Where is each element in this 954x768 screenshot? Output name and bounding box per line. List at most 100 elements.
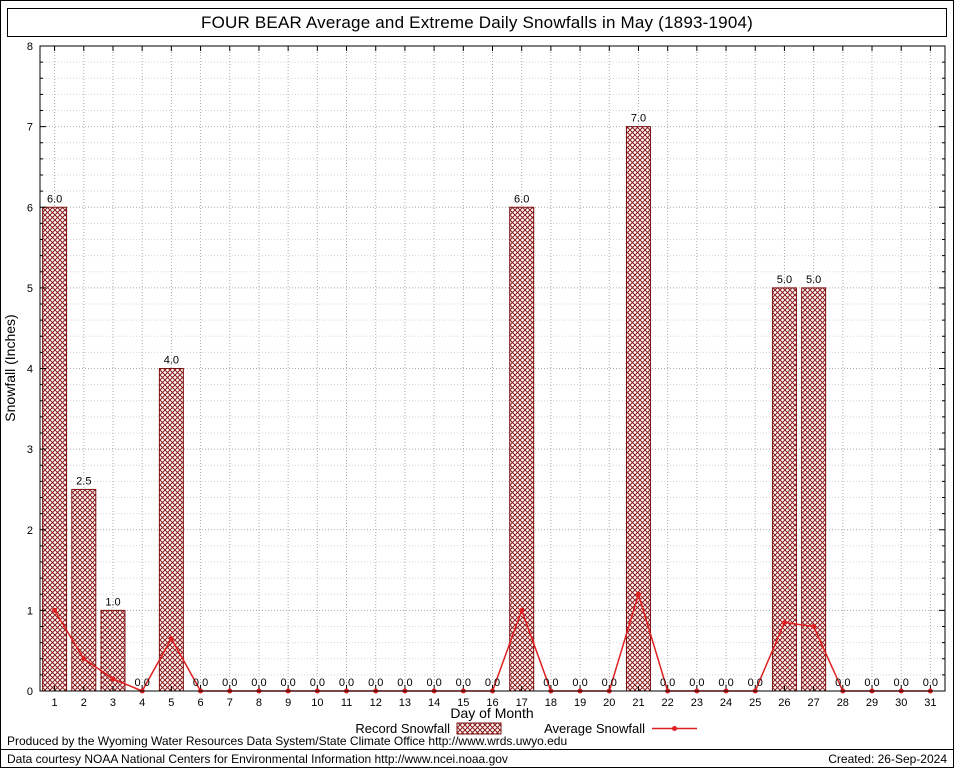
record-snowfall-bars [42,126,827,692]
y-tick-label-8: 8 [27,41,33,53]
bar-label-day-2: 2.5 [76,475,91,487]
bar-label-day-27: 5.0 [806,274,821,286]
x-tick-label-6: 6 [198,697,204,709]
tick-labels: 1 2 3 4 5 6 7 8 9 10 11 12 13 14 15 16 17 18 19 20 21 22 23 24 2… [27,41,937,709]
x-tick-label-25: 25 [749,697,761,709]
x-tick-label-15: 15 [457,697,469,709]
bar-value-labels: 6.0 2.5 1.0 0.0 4.0 0.0 0.0 0.0 0.0 0.0 0.0 0.0 0.0 0… [47,113,938,689]
average-point-day-17 [519,607,525,613]
bar-label-day-4: 0.0 [135,677,150,689]
bar-label-day-7: 0.0 [222,677,237,689]
x-tick-label-23: 23 [691,697,703,709]
average-point-day-5 [168,636,174,642]
bar-day-1 [42,206,68,692]
bar-label-day-24: 0.0 [718,677,733,689]
x-tick-label-10: 10 [311,697,323,709]
y-axis-title: Snowfall (Inches) [2,314,18,421]
x-tick-label-13: 13 [399,697,411,709]
x-axis-title: Day of Month [450,705,533,721]
bar-day-27 [801,287,827,692]
plot-border [39,45,946,692]
average-point-day-2 [81,656,87,662]
bar-label-day-14: 0.0 [426,677,441,689]
bar-label-day-6: 0.0 [193,677,208,689]
x-tick-label-17: 17 [516,697,528,709]
x-tick-label-27: 27 [808,697,820,709]
bar-day-26 [771,287,797,692]
bar-day-5 [158,368,184,692]
bar-label-day-13: 0.0 [397,677,412,689]
bar-day-17 [509,206,535,692]
bar-label-day-18: 0.0 [543,677,558,689]
bar-label-day-29: 0.0 [864,677,879,689]
y-tick-label-3: 3 [27,444,33,456]
legend-average-marker [672,726,677,731]
y-tick-label-0: 0 [27,686,33,698]
y-tick-label-2: 2 [27,525,33,537]
x-tick-label-1: 1 [52,697,58,709]
x-tick-label-14: 14 [428,697,440,709]
x-tick-label-2: 2 [81,697,87,709]
footer-data-courtesy: Data courtesy NOAA National Centers for … [7,752,508,766]
snowfall-chart: 6.0 2.5 1.0 0.0 4.0 0.0 0.0 0.0 0.0 0.0 0.0 0.0 0.0 0… [2,41,946,736]
footer-box: Data courtesy NOAA National Centers for … [0,749,954,768]
bar-day-21 [625,126,651,692]
bar-label-day-15: 0.0 [456,677,471,689]
x-tick-label-7: 7 [227,697,233,709]
bar-label-day-11: 0.0 [339,677,354,689]
bar-label-day-22: 0.0 [660,677,675,689]
legend-average-label: Average Snowfall [544,721,645,736]
y-tick-label-4: 4 [27,364,33,376]
footer-created: Created: 26-Sep-2024 [828,752,947,766]
legend-record-label: Record Snowfall [355,721,450,736]
bar-label-day-10: 0.0 [310,677,325,689]
footer-produced-by: Produced by the Wyoming Water Resources … [7,734,568,748]
average-point-day-27 [811,624,817,629]
average-point-day-3 [110,676,116,682]
x-tick-label-26: 26 [778,697,790,709]
bar-label-day-1: 6.0 [47,193,62,205]
x-tick-label-4: 4 [139,697,145,709]
x-tick-label-8: 8 [256,697,262,709]
bar-label-day-16: 0.0 [485,677,500,689]
average-point-day-1 [52,607,58,613]
bar-label-day-9: 0.0 [280,677,295,689]
x-tick-label-30: 30 [895,697,907,709]
chart-title: FOUR BEAR Average and Extreme Daily Snow… [7,8,947,37]
x-tick-label-29: 29 [866,697,878,709]
x-tick-label-5: 5 [168,697,174,709]
x-tick-label-28: 28 [837,697,849,709]
x-tick-label-3: 3 [110,697,116,709]
bar-label-day-23: 0.0 [689,677,704,689]
bar-label-day-26: 5.0 [777,274,792,286]
x-tick-label-18: 18 [545,697,557,709]
grid-minor [40,61,945,676]
average-point-day-21 [635,591,641,597]
bar-label-day-3: 1.0 [105,596,120,608]
x-tick-label-12: 12 [370,697,382,709]
bar-label-day-21: 7.0 [631,113,646,125]
legend: Record Snowfall Average Snowfall [355,721,697,736]
x-tick-label-22: 22 [662,697,674,709]
y-tick-label-5: 5 [27,283,33,295]
bar-label-day-20: 0.0 [602,677,617,689]
bar-label-day-30: 0.0 [894,677,909,689]
y-tick-label-7: 7 [27,122,33,134]
x-tick-label-19: 19 [574,697,586,709]
x-tick-label-9: 9 [285,697,291,709]
x-tick-label-16: 16 [486,697,498,709]
bar-label-day-8: 0.0 [251,677,266,689]
bar-label-day-17: 6.0 [514,193,529,205]
bar-label-day-28: 0.0 [835,677,850,689]
x-tick-label-31: 31 [924,697,936,709]
legend-record-swatch [456,722,502,735]
y-tick-label-6: 6 [27,202,33,214]
x-tick-label-24: 24 [720,697,732,709]
bar-label-day-19: 0.0 [572,677,587,689]
y-tick-label-1: 1 [27,605,33,617]
bar-label-day-31: 0.0 [923,677,938,689]
x-tick-label-20: 20 [603,697,615,709]
x-tick-label-11: 11 [341,697,352,709]
bar-label-day-12: 0.0 [368,677,383,689]
